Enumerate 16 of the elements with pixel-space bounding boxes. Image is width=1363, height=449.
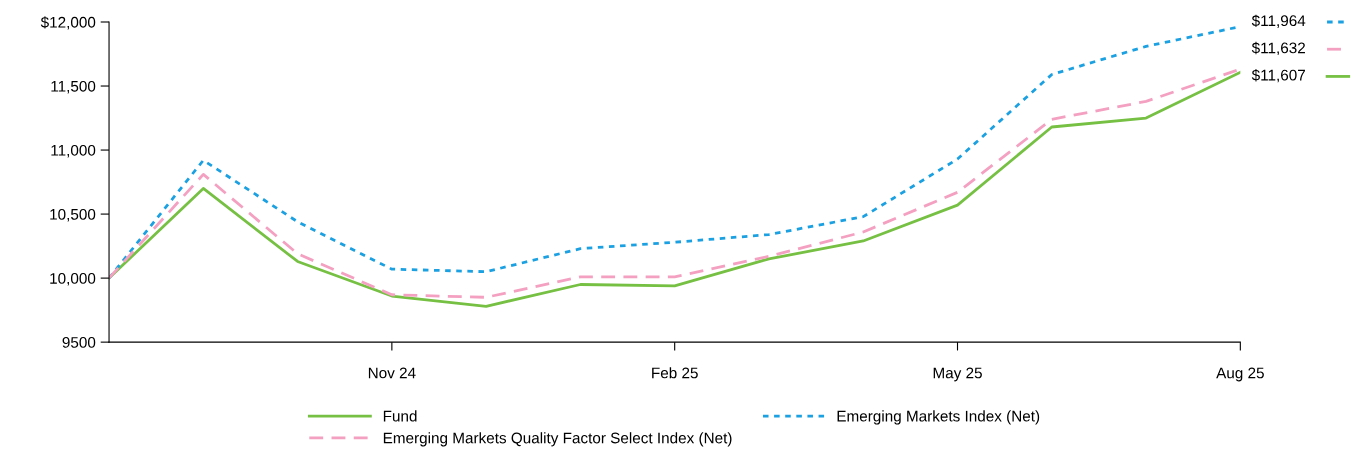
y-tick-label: 11,000 [51, 144, 96, 158]
y-tick-label: 11,500 [51, 80, 96, 94]
y-tick-label: 10,000 [50, 272, 96, 286]
x-tick-label: Nov 24 [368, 367, 416, 379]
y-tick-label: 9500 [62, 337, 96, 348]
data-label: $11,607 [1251, 69, 1305, 83]
legend-label: Emerging Markets Quality Factor Select Index (Net) [383, 432, 732, 447]
x-tick-label: May 25 [933, 367, 982, 382]
y-tick-label: 10,500 [50, 208, 96, 222]
legend-label: Fund [383, 410, 417, 422]
x-tick-label: Aug 25 [1216, 367, 1264, 382]
legend-label: Emerging Markets Index (Net) [837, 410, 1040, 425]
data-label: $11,632 [1251, 41, 1305, 56]
y-tick-label: $12,000 [40, 16, 96, 30]
data-label: $11,964 [1251, 14, 1306, 28]
x-tick-label: Feb 25 [652, 367, 698, 379]
